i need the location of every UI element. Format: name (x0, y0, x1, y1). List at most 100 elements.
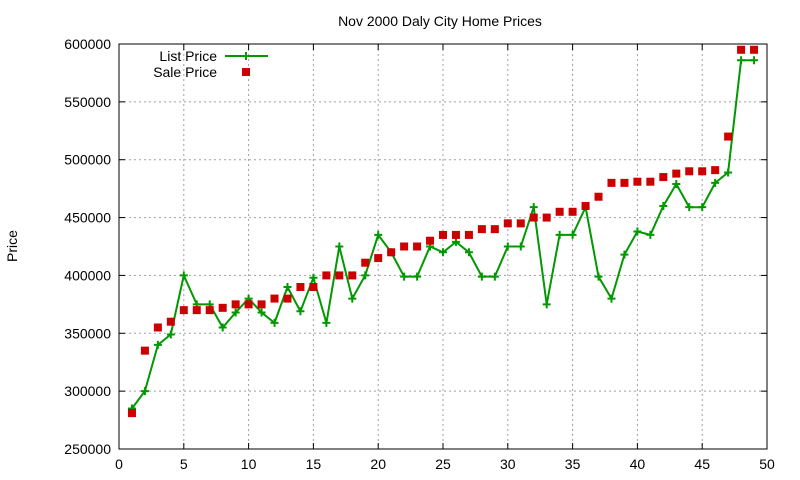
list-price-point (361, 271, 370, 280)
sale-price-series (127, 45, 759, 418)
sale-price-point (270, 294, 279, 303)
sale-price-point (153, 323, 162, 332)
sale-price-point (374, 254, 383, 263)
sale-price-point (387, 248, 396, 257)
y-tick-label: 450000 (64, 210, 111, 226)
sale-price-point (257, 300, 266, 309)
list-price-point (218, 323, 227, 332)
list-price-point (374, 230, 383, 239)
sale-price-point (439, 230, 447, 239)
list-price-point (555, 230, 564, 239)
sale-price-point (659, 173, 668, 182)
list-price-point (750, 56, 759, 65)
list-price-point (542, 300, 551, 309)
chart-title: Nov 2000 Daly City Home Prices (338, 13, 542, 29)
sale-price-point (283, 294, 292, 303)
list-price-point (270, 318, 279, 327)
sale-price-point (348, 271, 357, 280)
list-price-point (439, 248, 447, 257)
legend-label-sale-price: Sale Price (153, 64, 217, 80)
sale-price-point (426, 236, 435, 245)
list-price-point (594, 272, 603, 281)
list-price-point (672, 180, 681, 189)
sale-price-point (166, 317, 175, 326)
sale-price-point (335, 271, 344, 280)
sale-price-point (672, 169, 681, 178)
sale-price-point (309, 283, 318, 291)
sale-price-point (646, 177, 655, 186)
list-price-point (309, 273, 318, 282)
list-price-point (516, 242, 525, 251)
x-tick-label: 5 (180, 456, 188, 472)
list-price-point (400, 272, 409, 281)
sale-price-point (140, 346, 149, 355)
y-tick-label: 550000 (64, 94, 111, 110)
sale-price-point (127, 409, 136, 418)
x-tick-label: 0 (115, 456, 123, 472)
sale-price-point (477, 225, 486, 234)
sale-price-point (620, 178, 629, 187)
list-price-point (413, 272, 422, 281)
sale-price-point (737, 45, 746, 54)
list-price-point (348, 294, 357, 303)
list-price-point (529, 203, 538, 212)
list-price-point (607, 294, 616, 303)
y-tick-label: 250000 (64, 441, 111, 457)
x-tick-label: 15 (306, 456, 322, 472)
x-tick-label: 45 (694, 456, 710, 472)
sale-price-point (750, 45, 759, 54)
list-price-point (166, 330, 175, 339)
sale-price-point (503, 219, 512, 228)
list-price-point (477, 272, 486, 281)
y-tick-label: 400000 (64, 267, 111, 283)
sale-price-point (542, 213, 551, 222)
x-tick-label: 25 (435, 456, 451, 472)
sale-price-point (594, 192, 603, 201)
sale-price-point (581, 202, 590, 210)
axis-ticks: 2500003000003500004000004500005000005500… (64, 36, 775, 472)
list-price-point (153, 340, 162, 349)
list-price-point (257, 308, 266, 317)
list-price-point (231, 308, 240, 317)
sale-price-point (400, 242, 409, 251)
sale-price-point (322, 271, 331, 280)
list-price-point (633, 227, 642, 236)
y-axis-label: Price (4, 230, 20, 262)
sale-price-point (361, 258, 370, 267)
sale-price-point (296, 283, 305, 291)
sale-price-point (711, 166, 720, 175)
y-tick-label: 350000 (64, 325, 111, 341)
legend-label-list-price: List Price (159, 48, 217, 64)
list-price-point (464, 248, 473, 257)
list-price-point (179, 271, 188, 280)
y-tick-label: 600000 (64, 36, 111, 52)
x-tick-label: 10 (241, 456, 257, 472)
list-price-point (335, 242, 344, 251)
list-price-point (659, 202, 668, 210)
list-price-point (685, 203, 694, 212)
sale-price-point (464, 230, 473, 239)
sale-price-point (490, 225, 499, 234)
x-tick-label: 30 (500, 456, 516, 472)
x-tick-label: 20 (370, 456, 386, 472)
sale-price-point (244, 300, 253, 309)
sale-price-point (205, 306, 214, 315)
x-tick-label: 35 (565, 456, 581, 472)
legend-marker-list-price (242, 52, 250, 60)
sale-price-point (685, 167, 694, 176)
list-price-point (698, 203, 707, 212)
list-price-point (711, 178, 720, 187)
list-price-series (127, 56, 759, 413)
list-price-point (296, 307, 305, 316)
list-price-point (283, 283, 292, 291)
plot-frame (118, 43, 768, 450)
list-price-point (451, 237, 460, 246)
sale-price-point (516, 219, 525, 228)
list-price-point (737, 56, 746, 65)
sale-price-point (231, 300, 240, 309)
list-price-point (322, 318, 331, 327)
sale-price-point (218, 303, 227, 312)
